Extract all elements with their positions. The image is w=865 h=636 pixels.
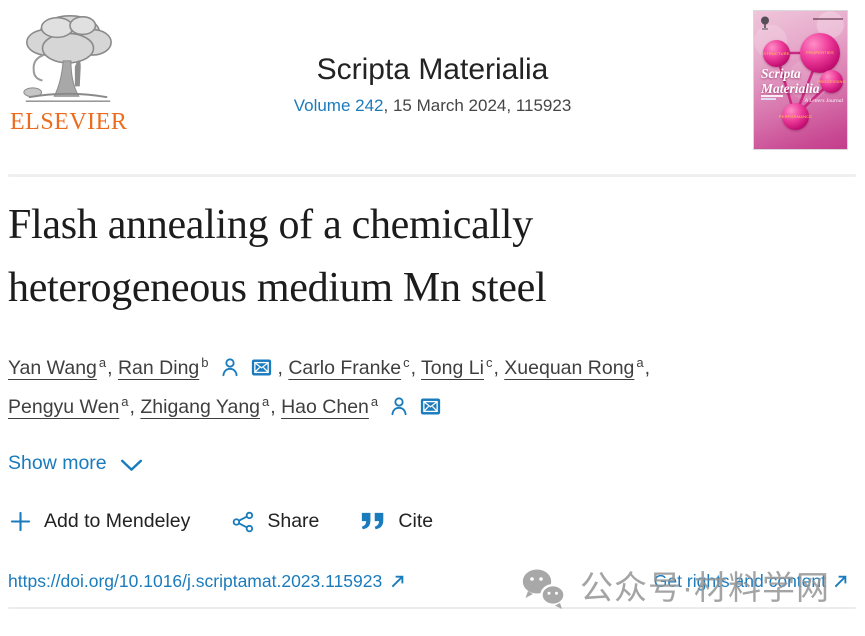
author-link[interactable]: Yan Wang a <box>8 354 107 380</box>
author-list: Yan Wang a, Ran Ding b, Carlo Franke c, Ton… <box>8 349 778 427</box>
journal-cover-thumbnail[interactable]: STRUCTURE PROPERTIES PROCESSING PERFORMA… <box>753 10 848 150</box>
author-link[interactable]: Tong Li c <box>421 354 493 380</box>
author-affiliation-sup: a <box>98 354 107 370</box>
issue-info: , 15 March 2024, 115923 <box>383 96 572 115</box>
cover-journal-title: Scripta Materialia <box>761 66 820 96</box>
author-affiliation-sup: a <box>370 393 379 409</box>
elsevier-logo[interactable]: ELSEVIER <box>10 6 136 148</box>
author-name: Ran Ding <box>117 357 200 379</box>
share-label: Share <box>267 510 320 532</box>
cover-sphere-properties: PROPERTIES <box>800 33 840 73</box>
show-more-label: Show more <box>8 452 107 474</box>
envelope-icon[interactable] <box>420 396 441 417</box>
north-east-arrow-icon <box>391 575 404 588</box>
author-separator: , <box>493 357 505 379</box>
share-button[interactable]: Share <box>232 510 319 533</box>
person-icon[interactable] <box>388 395 410 417</box>
footer-divider <box>8 607 856 609</box>
cover-tagline: A Letters Journal <box>804 98 843 104</box>
add-to-mendeley-button[interactable]: Add to Mendeley <box>10 510 190 533</box>
author-name: Yan Wang <box>8 357 97 379</box>
author-affiliation-sup: c <box>485 354 493 370</box>
author-separator: , <box>277 357 289 379</box>
author-name: Pengyu Wen <box>8 396 120 418</box>
cite-button[interactable]: Cite <box>361 510 433 533</box>
author-name: Carlo Franke <box>288 357 402 379</box>
person-icon[interactable] <box>219 356 241 378</box>
author-link[interactable]: Xuequan Rong a <box>504 354 644 380</box>
double-quote-icon <box>362 512 384 530</box>
add-to-mendeley-label: Add to Mendeley <box>44 510 191 532</box>
author-link[interactable]: Hao Chen a <box>281 393 379 419</box>
cite-label: Cite <box>398 510 434 532</box>
journal-title-link[interactable]: Scripta Materialia <box>316 53 549 86</box>
elsevier-tree-icon <box>23 15 112 102</box>
header-divider <box>8 174 856 177</box>
envelope-icon[interactable] <box>251 357 272 378</box>
plus-icon <box>10 511 31 532</box>
author-name: Tong Li <box>421 357 484 379</box>
journal-heading: Scripta Materialia Volume 242, 15 March … <box>140 53 725 116</box>
chevron-down-icon <box>120 459 142 471</box>
author-affiliation-sup: c <box>403 354 410 370</box>
doi-link[interactable]: https://doi.org/10.1016/j.scriptamat.202… <box>8 571 405 592</box>
author-name: Hao Chen <box>281 396 369 418</box>
author-separator: , <box>410 357 422 379</box>
author-separator: , <box>107 357 118 379</box>
article-title: Flash annealing of a chemically heteroge… <box>8 202 547 311</box>
author-affiliation-sup: a <box>262 393 270 409</box>
cover-elsevier-mini-tree-icon <box>761 16 769 30</box>
author-link[interactable]: Carlo Franke c <box>288 354 410 380</box>
cover-sphere-processing: PROCESSING <box>817 70 846 93</box>
elsevier-wordmark: ELSEVIER <box>10 109 128 135</box>
author-separator: , <box>644 357 651 379</box>
author-name: Xuequan Rong <box>504 357 635 379</box>
doi-text: https://doi.org/10.1016/j.scriptamat.202… <box>8 571 383 591</box>
share-nodes-icon <box>233 511 254 532</box>
author-link[interactable]: Pengyu Wen a <box>8 393 129 419</box>
author-link[interactable]: Ran Ding b <box>117 354 209 380</box>
rights-and-content-link[interactable]: Get rights and content <box>654 571 848 592</box>
author-separator: , <box>270 396 282 418</box>
volume-link[interactable]: Volume 242 <box>293 96 384 115</box>
cover-sphere-structure: STRUCTURE <box>763 40 790 67</box>
cover-sphere-performance: PERFORMANCE <box>779 103 812 130</box>
author-link[interactable]: Zhigang Yang a <box>140 393 270 419</box>
cover-issue-microtext <box>813 18 843 20</box>
cover-publisher-microtext <box>761 95 783 102</box>
wechat-icon <box>522 569 566 609</box>
author-affiliation-sup: b <box>201 354 209 370</box>
show-more-button[interactable]: Show more <box>8 452 143 475</box>
author-name: Zhigang Yang <box>140 396 261 418</box>
author-affiliation-sup: a <box>121 393 129 409</box>
author-separator: , <box>129 396 141 418</box>
rights-text: Get rights and content <box>653 571 826 591</box>
author-affiliation-sup: a <box>636 354 644 370</box>
north-east-arrow-icon <box>834 575 847 588</box>
action-toolbar: Add to Mendeley Share Cite <box>10 510 433 533</box>
issue-line: Volume 242, 15 March 2024, 115923 <box>140 96 725 116</box>
